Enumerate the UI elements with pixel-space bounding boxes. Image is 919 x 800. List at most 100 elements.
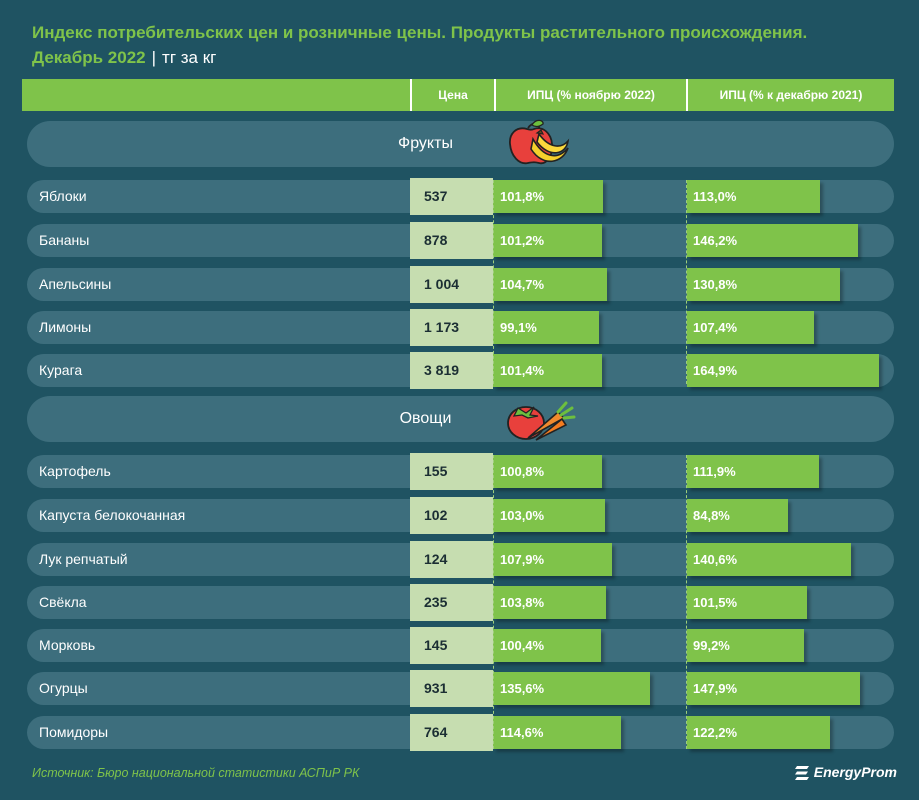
cpi-mom-label: 104,7% [500, 277, 545, 292]
cpi-yoy-label: 122,2% [693, 725, 738, 740]
product-name: Картофель [39, 463, 111, 479]
product-name: Лук репчатый [39, 551, 128, 567]
fruit-icon [509, 119, 570, 165]
cpi-mom-label: 101,8% [500, 189, 545, 204]
cpi-mom-bar [493, 499, 605, 532]
cpi-yoy-bar [687, 455, 819, 488]
category-row-vegetables: Овощи [27, 396, 894, 442]
price-cell: 1 173 [410, 309, 493, 346]
product-name: Курага [39, 362, 83, 378]
cpi-yoy-label: 140,6% [693, 552, 738, 567]
table-header: Цена ИПЦ (% ноябрю 2022) ИПЦ (% к декабр… [22, 79, 894, 111]
category-icon-fruits [507, 119, 571, 174]
category-label-container: Овощи [27, 396, 894, 442]
cpi-yoy-label: 99,2% [693, 638, 730, 653]
cpi-yoy-bar [687, 224, 858, 257]
cpi-yoy-label: 130,8% [693, 277, 738, 292]
category-icon-vegetables [506, 394, 576, 449]
cpi-yoy-bar [687, 180, 820, 213]
category-label: Фрукты [398, 135, 453, 152]
cpi-mom-label: 101,2% [500, 233, 545, 248]
product-name: Помидоры [39, 724, 109, 740]
cpi-yoy-bar [687, 629, 804, 662]
cpi-yoy-bar [687, 354, 879, 387]
cpi-mom-bar [493, 716, 621, 749]
cpi-yoy-label: 111,9% [693, 464, 736, 479]
cpi-mom-baseline [493, 180, 494, 384]
cpi-mom-label: 99,1% [500, 320, 537, 335]
cpi-mom-label: 100,4% [500, 638, 545, 653]
price-cell: 764 [410, 714, 493, 751]
cpi-yoy-label: 164,9% [693, 363, 738, 378]
chart-subtitle: Декабрь 2022 | тг за кг [32, 48, 216, 68]
title-period: Декабрь 2022 [32, 48, 146, 67]
category-label-container: Фрукты [27, 121, 894, 167]
product-name: Свёкла [39, 594, 87, 610]
price-cell: 537 [410, 178, 493, 215]
column-header-cpi-yoy: ИПЦ (% к декабрю 2021) [719, 88, 863, 102]
product-name: Бананы [39, 232, 90, 248]
cpi-mom-bar [493, 180, 603, 213]
category-row-fruits: Фрукты [27, 119, 894, 167]
cpi-mom-label: 107,9% [500, 552, 545, 567]
product-name: Яблоки [39, 188, 87, 204]
header-divider [686, 79, 688, 111]
cpi-mom-baseline [493, 455, 494, 749]
energyprom-logo-icon [794, 766, 809, 781]
column-header-cpi-mom: ИПЦ (% ноябрю 2022) [527, 88, 655, 102]
cpi-yoy-label: 84,8% [693, 508, 730, 523]
cpi-yoy-bar [687, 586, 807, 619]
title-separator: | [151, 48, 157, 67]
cpi-yoy-bar [687, 672, 860, 705]
product-name: Апельсины [39, 276, 112, 292]
cpi-mom-label: 100,8% [500, 464, 545, 479]
product-name: Огурцы [39, 680, 88, 696]
cpi-yoy-baseline [686, 180, 687, 384]
cpi-mom-bar [493, 672, 650, 705]
cpi-yoy-label: 101,5% [693, 595, 738, 610]
cpi-mom-bar [493, 586, 606, 619]
cpi-mom-bar [493, 224, 602, 257]
category-label: Овощи [399, 410, 452, 427]
price-cell: 3 819 [410, 352, 493, 389]
cpi-yoy-label: 146,2% [693, 233, 738, 248]
cpi-mom-bar [493, 311, 599, 344]
product-name: Лимоны [39, 319, 92, 335]
column-header-price: Цена [438, 88, 468, 102]
cpi-yoy-bar [687, 311, 814, 344]
price-cell: 235 [410, 584, 493, 621]
source-note: Источник: Бюро национальной статистики А… [32, 766, 360, 780]
cpi-mom-bar [493, 354, 602, 387]
price-cell: 124 [410, 541, 493, 578]
logo-text: EnergyProm [813, 764, 897, 780]
price-cell: 1 004 [410, 266, 493, 303]
price-cell: 931 [410, 670, 493, 707]
cpi-mom-bar [493, 629, 601, 662]
cpi-mom-label: 103,0% [500, 508, 545, 523]
product-name: Морковь [39, 637, 96, 653]
cpi-mom-label: 114,6% [500, 725, 544, 740]
cpi-yoy-bar [687, 716, 830, 749]
cpi-mom-label: 101,4% [500, 363, 545, 378]
cpi-mom-label: 103,8% [500, 595, 545, 610]
cpi-mom-bar [493, 543, 612, 576]
cpi-mom-bar [493, 455, 602, 488]
price-cell: 102 [410, 497, 493, 534]
header-divider [494, 79, 496, 111]
cpi-yoy-baseline [686, 455, 687, 749]
cpi-yoy-label: 113,0% [693, 189, 737, 204]
price-cell: 155 [410, 453, 493, 490]
cpi-yoy-label: 107,4% [693, 320, 738, 335]
title-unit: тг за кг [162, 48, 217, 67]
vegetable-icon [507, 401, 576, 441]
product-name: Капуста белокочанная [39, 507, 186, 523]
cpi-yoy-bar [687, 499, 788, 532]
chart-title: Индекс потребительских цен и розничные ц… [32, 23, 808, 42]
price-cell: 145 [410, 627, 493, 664]
energyprom-logo: EnergyProm [794, 764, 897, 781]
cpi-mom-label: 135,6% [500, 681, 545, 696]
header-divider [410, 79, 412, 111]
cpi-yoy-bar [687, 268, 840, 301]
cpi-yoy-bar [687, 543, 851, 576]
